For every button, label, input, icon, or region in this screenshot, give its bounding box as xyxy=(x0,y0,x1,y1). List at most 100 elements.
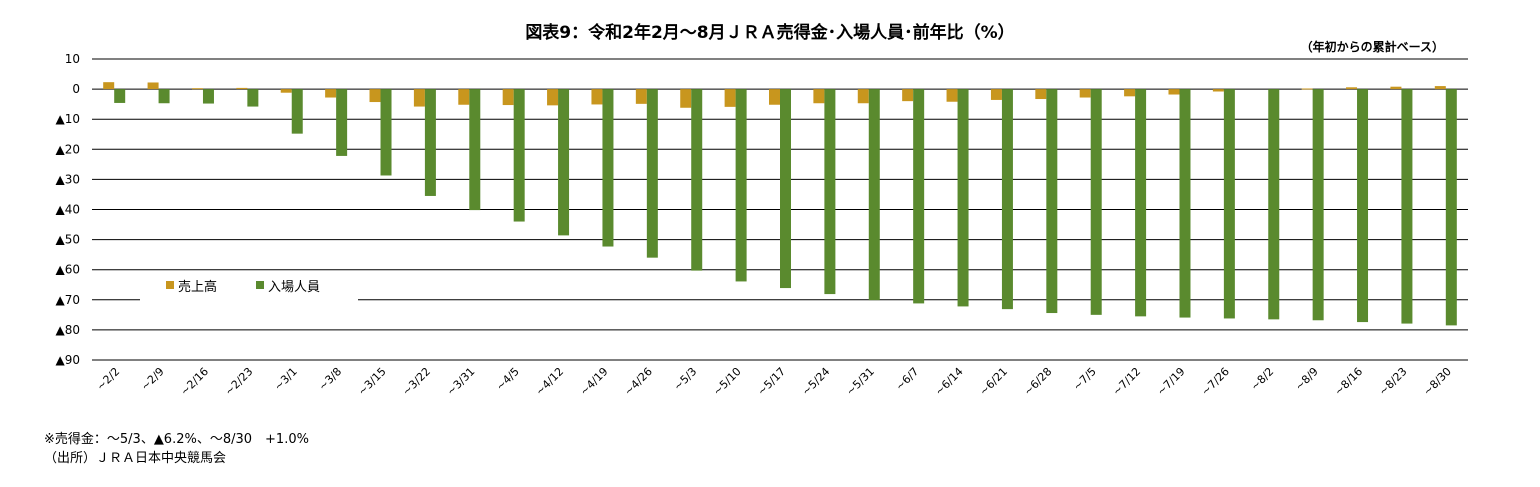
x-tick-label: ~2/16 xyxy=(178,365,211,398)
attendance-bar xyxy=(469,89,481,211)
x-tick-label: ~3/22 xyxy=(400,365,433,398)
sales-bar xyxy=(502,89,514,106)
sales-bar xyxy=(547,89,559,106)
sales-bar xyxy=(635,89,647,104)
x-tick-label: ~7/19 xyxy=(1154,365,1187,398)
attendance-bar xyxy=(868,89,880,301)
attendance-bar xyxy=(202,89,214,104)
sales-bar xyxy=(325,89,337,98)
x-tick-label: ~5/3 xyxy=(671,365,699,393)
y-tick-label: ▲20 xyxy=(56,142,81,156)
sales-bar xyxy=(191,88,203,90)
x-tick-label: ~5/24 xyxy=(799,365,832,398)
sales-bar xyxy=(1124,89,1136,97)
unit-note: （年初からの累計ベース） xyxy=(1300,40,1444,54)
attendance-bar xyxy=(691,89,703,271)
attendance-bar xyxy=(291,89,303,134)
x-tick-label: ~5/17 xyxy=(755,365,788,398)
sales-bar xyxy=(1301,88,1313,90)
sales-bar xyxy=(724,89,736,107)
x-tick-label: ~3/8 xyxy=(316,365,344,393)
x-tick-label: ~7/5 xyxy=(1071,365,1099,393)
x-tick-label: ~2/9 xyxy=(138,365,166,393)
footnote-source: （出所）ＪＲＡ日本中央競馬会 xyxy=(44,451,227,466)
footnote-sales: ※売得金：～5/3、▲6.2%、～8/30 +1.0% xyxy=(44,432,309,447)
attendance-bar xyxy=(1090,89,1102,315)
attendance-bar xyxy=(602,89,614,247)
attendance-bar xyxy=(336,89,348,156)
attendance-bar xyxy=(735,89,747,282)
attendance-bar xyxy=(513,89,525,222)
y-tick-label: ▲40 xyxy=(56,203,81,217)
attendance-bar xyxy=(824,89,836,295)
x-tick-label: ~8/30 xyxy=(1421,365,1454,398)
sales-bar xyxy=(147,82,159,90)
x-tick-label: ~8/2 xyxy=(1248,365,1276,393)
sales-bar xyxy=(1035,89,1047,100)
sales-bar xyxy=(1390,86,1402,90)
y-tick-label: 0 xyxy=(72,82,80,96)
x-tick-label: ~8/9 xyxy=(1293,365,1321,393)
attendance-bar xyxy=(380,89,392,176)
sales-bar xyxy=(1346,87,1358,90)
x-tick-label: ~3/1 xyxy=(272,365,300,393)
sales-bar xyxy=(1079,89,1091,98)
x-tick-label: ~5/10 xyxy=(711,365,744,398)
x-tick-label: ~8/23 xyxy=(1376,365,1409,398)
sales-bar xyxy=(946,89,958,102)
sales-bar xyxy=(990,89,1002,100)
x-tick-label: ~4/26 xyxy=(622,365,655,398)
sales-bar xyxy=(236,87,248,90)
y-tick-label: ▲70 xyxy=(56,293,81,307)
y-tick-label: ▲50 xyxy=(56,233,81,247)
sales-bar xyxy=(680,89,692,108)
sales-bar xyxy=(1434,86,1446,90)
sales-bar xyxy=(413,89,425,107)
attendance-bar xyxy=(1357,89,1369,323)
attendance-bar xyxy=(913,89,925,304)
x-tick-label: ~7/12 xyxy=(1110,365,1143,398)
attendance-bar xyxy=(1179,89,1191,318)
y-tick-label: ▲80 xyxy=(56,323,81,337)
legend-swatch xyxy=(166,281,174,289)
legend-swatch xyxy=(256,281,264,289)
x-tick-label: ~7/26 xyxy=(1199,365,1232,398)
y-tick-label: ▲90 xyxy=(56,353,81,367)
attendance-bar xyxy=(1223,89,1235,319)
sales-bar xyxy=(103,82,115,90)
attendance-bar xyxy=(1312,89,1324,321)
attendance-bar xyxy=(1445,89,1457,326)
attendance-bar xyxy=(646,89,658,258)
attendance-bar xyxy=(780,89,791,289)
x-tick-label: ~3/15 xyxy=(355,365,388,398)
attendance-bar xyxy=(247,89,259,107)
x-tick-label: ~6/14 xyxy=(932,365,965,398)
sales-bar xyxy=(369,89,381,103)
x-tick-label: ~2/2 xyxy=(94,365,122,393)
attendance-bar xyxy=(1401,89,1413,324)
x-tick-label: ~6/28 xyxy=(1021,365,1054,398)
y-tick-label: ▲10 xyxy=(56,112,81,126)
attendance-bar xyxy=(114,89,126,103)
x-tick-label: ~2/23 xyxy=(222,365,255,398)
attendance-bar xyxy=(158,89,170,104)
attendance-bar xyxy=(1046,89,1058,314)
sales-bar xyxy=(458,89,470,105)
legend-label: 売上高 xyxy=(178,279,217,295)
x-tick-label: ~6/21 xyxy=(977,365,1010,398)
attendance-bar xyxy=(1135,89,1147,317)
attendance-bar xyxy=(424,89,436,196)
x-tick-label: ~4/5 xyxy=(494,365,522,393)
sales-bar xyxy=(280,89,292,93)
y-tick-label: ▲60 xyxy=(56,263,81,277)
x-tick-label: ~6/7 xyxy=(893,365,921,393)
x-tick-label: ~3/31 xyxy=(444,365,477,398)
x-tick-label: ~4/12 xyxy=(533,365,566,398)
y-tick-label: 10 xyxy=(65,52,80,66)
chart-title: 図表9：令和2年2月～8月ＪＲＡ売得金･入場人員･前年比（%） xyxy=(525,23,1015,43)
attendance-bar xyxy=(558,89,570,236)
sales-bar xyxy=(591,89,603,105)
sales-bar xyxy=(857,89,869,104)
sales-bar xyxy=(813,89,825,104)
